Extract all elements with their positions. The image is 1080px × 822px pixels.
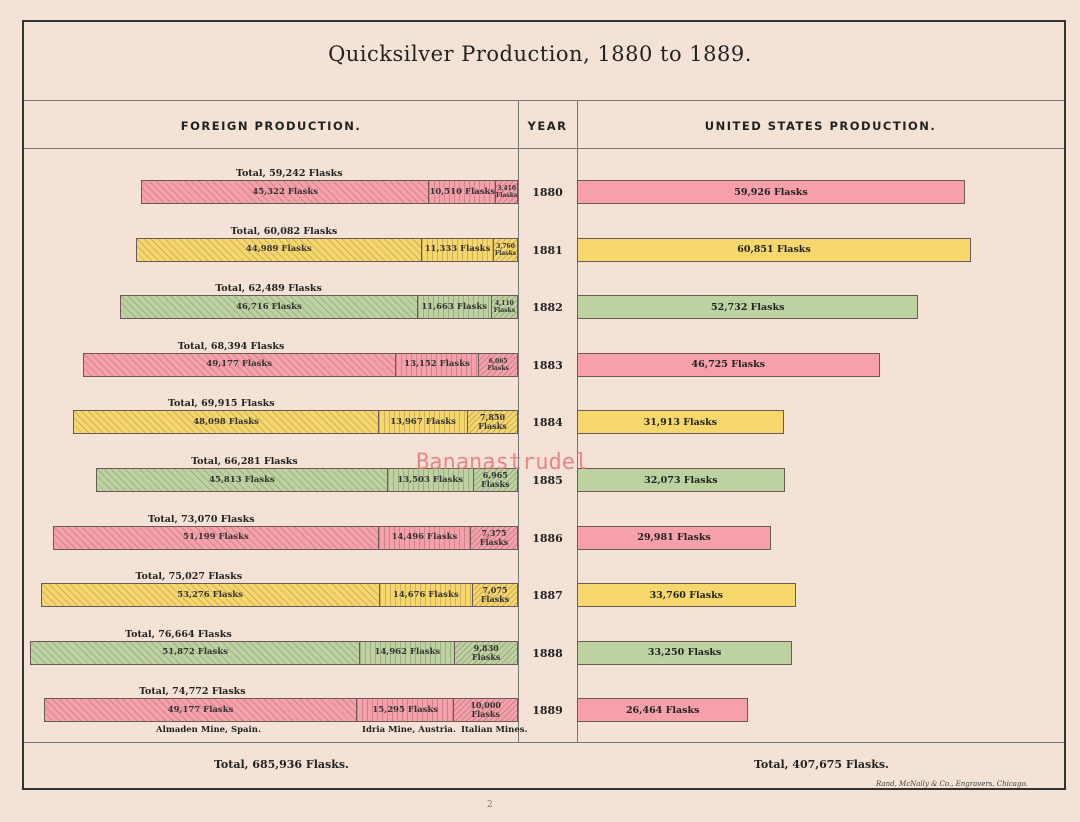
year-label: 1880 [532,186,563,199]
foreign-total-label: Total, 73,070 Flasks [148,513,255,525]
foreign-grand-total: Total, 685,936 Flasks. [214,758,349,771]
italy-segment: 6,965 Flasks [473,468,518,492]
year-label: 1883 [532,358,563,372]
foreign-total-label: Total, 75,027 Flasks [135,571,243,583]
footer-rule [24,742,1064,743]
italy-segment: 7,375 Flasks [471,525,518,550]
spain-segment: 44,989 Flasks [135,237,422,262]
year-label: 1882 [532,301,563,315]
austria-segment: 13,152 Flasks [395,352,480,377]
austria-segment: 10,510 Flasks [429,180,497,204]
us-production-bar: 26,464 Flasks [577,698,749,723]
austria-segment: 14,496 Flasks [378,525,472,550]
us-grand-total: Total, 407,675 Flasks. [754,758,889,771]
us-production-bar: 59,926 Flasks [577,180,966,204]
spain-segment: 49,177 Flasks [44,698,358,723]
year-label: 1887 [532,589,563,603]
foreign-header: FOREIGN PRODUCTION. [180,119,362,133]
label-spain: Almaden Mine, Spain. [156,725,261,735]
austria-segment: 11,333 Flasks [421,237,495,262]
austria-segment: 13,967 Flasks [379,410,469,435]
foreign-total-label: Total, 76,664 Flasks [125,628,232,640]
year-label: 1884 [532,416,563,430]
italy-segment: 10,000 Flasks [454,698,518,723]
page-number: 2 [487,800,493,810]
italy-segment: 6,065 Flasks [479,352,518,377]
us-production-bar: 46,725 Flasks [577,352,880,377]
year-label: 1889 [532,704,563,718]
chart-frame [22,20,1066,790]
italy-segment: 7,850 Flasks [468,410,518,435]
italy-segment: 7,075 Flasks [472,583,518,608]
austria-segment: 11,663 Flasks [417,295,492,320]
header-bottom-rule [24,148,1064,149]
italy-segment: 4,110 Flasks [491,295,518,320]
italy-segment: 3,410 Flasks [496,180,518,204]
us-production-bar: 33,760 Flasks [577,583,796,608]
us-header: UNITED STATES PRODUCTION. [704,119,937,133]
label-austria: Idria Mine, Austria. [362,725,456,735]
spain-segment: 51,872 Flasks [30,640,361,665]
us-production-bar: 29,981 Flasks [577,525,772,550]
year-header: YEAR [527,119,568,133]
us-production-bar: 33,250 Flasks [577,640,793,665]
italy-segment: 9,830 Flasks [455,640,518,665]
spain-segment: 49,177 Flasks [82,352,396,377]
year-label: 1885 [532,474,563,487]
header-top-rule [24,100,1064,101]
austria-segment: 15,295 Flasks [357,698,455,723]
year-label: 1881 [532,243,563,257]
year-label: 1888 [532,646,563,660]
foreign-total-label: Total, 69,915 Flasks [168,398,275,410]
us-production-bar: 31,913 Flasks [577,410,784,435]
italy-segment: 3,760 Flasks [494,237,518,262]
spain-segment: 46,716 Flasks [120,295,418,320]
spain-segment: 48,098 Flasks [73,410,380,435]
spain-segment: 53,276 Flasks [40,583,380,608]
us-production-bar: 52,732 Flasks [577,295,919,320]
chart-title: Quicksilver Production, 1880 to 1889. [328,42,752,66]
label-italy: Italian Mines. [461,725,528,735]
austria-segment: 14,962 Flasks [360,640,456,665]
spain-segment: 45,322 Flasks [141,180,430,204]
foreign-total-label: Total, 60,082 Flasks [230,225,338,237]
foreign-total-label: Total, 59,242 Flasks [236,168,343,179]
austria-segment: 13,503 Flasks [387,468,474,492]
year-column-left-rule [518,100,519,742]
austria-segment: 14,676 Flasks [379,583,473,608]
foreign-total-label: Total, 68,394 Flasks [177,340,285,352]
engraver-credit: Rand, McNally & Co., Engravers, Chicago. [876,780,1028,788]
year-label: 1886 [532,531,563,545]
us-production-bar: 32,073 Flasks [577,468,785,492]
watermark: Bananastrudel [416,450,589,475]
foreign-total-label: Total, 74,772 Flasks [139,686,246,698]
spain-segment: 45,813 Flasks [96,468,388,492]
us-production-bar: 60,851 Flasks [577,237,972,262]
spain-segment: 51,199 Flasks [53,525,379,550]
foreign-total-label: Total, 66,281 Flasks [191,456,298,467]
foreign-total-label: Total, 62,489 Flasks [215,283,322,295]
